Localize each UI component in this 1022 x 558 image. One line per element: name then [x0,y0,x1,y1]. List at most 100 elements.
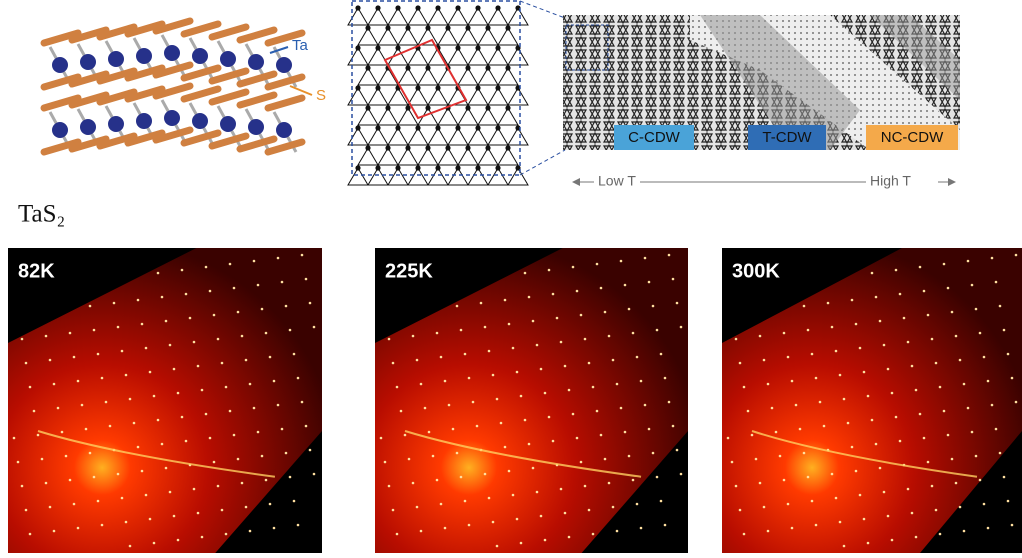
diffraction-image: 225K [375,248,688,553]
sulfur-rod [40,94,82,112]
lattice-site [375,125,381,131]
sulfur-rod [152,17,194,35]
diffraction-spot [866,541,870,545]
diffraction-spot [184,439,188,443]
lattice-triangle [467,87,489,106]
tantalum-atom [220,51,236,67]
diffraction-spot [559,340,563,344]
lattice-triangle [457,67,479,86]
tantalum-atom [136,48,152,64]
lattice-triangle [387,7,409,26]
lattice-site [375,165,381,171]
lattice-triangle [487,7,509,26]
lattice-site [425,65,431,71]
diffraction-spot [172,367,176,371]
sulfur-rod [264,73,306,91]
diffraction-spot [72,502,76,506]
diffraction-spot [252,406,256,410]
lattice-site [375,85,381,91]
diffraction-spot [874,442,878,446]
diffraction-spot [551,439,555,443]
lattice-triangle [427,167,449,186]
diffraction-spot [507,322,511,326]
diffraction-spot [196,511,200,515]
diffraction-spot [1014,400,1018,404]
lattice-site [435,165,441,171]
lattice-triangle [487,47,509,66]
diffraction-spot [814,376,818,380]
lattice-triangle [347,7,369,26]
sulfur-rod [236,26,278,44]
diffraction-spot [894,268,898,272]
sulfur-rod [124,64,166,82]
diffraction-spot [571,265,575,269]
diffraction-spot [643,403,647,407]
atom-label: S [316,87,326,104]
lattice-site [365,65,371,71]
diffraction-spot [491,520,495,524]
diffraction-spot [543,538,547,542]
diffraction-spot [854,322,858,326]
diffraction-spot [379,436,383,440]
diffraction-spot [627,454,631,458]
diffraction-spot [591,532,595,536]
diffraction-spot [383,460,387,464]
sulfur-rod [96,88,138,106]
diffraction-spot [52,529,56,533]
sulfur-rod [152,126,194,144]
diffraction-spot [100,523,104,527]
diffraction-spot [403,433,407,437]
lattice-site [455,125,461,131]
diffraction-spot [423,406,427,410]
phase-box [866,125,958,150]
lattice-triangle [397,147,419,166]
diffraction-spot [128,397,132,401]
lattice-triangle [367,87,389,106]
diffraction-spot [986,526,990,530]
diffraction-spot [20,337,24,341]
diffraction-spot [647,280,651,284]
lattice-triangle [347,87,369,106]
diffraction-spot [76,379,80,383]
lattice-triangle [447,167,469,186]
lattice-site [445,145,451,151]
diffraction-spot [124,520,128,524]
diffraction-spot [140,322,144,326]
lattice-site [425,25,431,31]
diffraction-spot [958,505,962,509]
diffraction-spot [790,526,794,530]
lattice-triangle [447,47,469,66]
diffraction-spot [846,421,850,425]
diffraction-spot [882,490,886,494]
diffraction-spot [463,352,467,356]
diffraction-spot [44,334,48,338]
lattice-site [465,145,471,151]
lattice-triangle [467,127,489,146]
diffraction-spot [16,460,20,464]
lattice-site [415,85,421,91]
tantalum-atom [108,116,124,132]
diffraction-spot [583,337,587,341]
diffraction-spot [208,289,212,293]
lattice-triangle [477,107,499,126]
diffraction-spot [786,355,790,359]
diffraction-spot [280,427,284,431]
diffraction-spot [806,328,810,332]
diffraction-spot [256,430,260,434]
lattice-triangle [357,27,379,46]
lattice-site [435,85,441,91]
diffraction-spot [228,262,232,266]
diffraction-spot [216,337,220,341]
diffraction-spot [455,451,459,455]
diffraction-spot [914,388,918,392]
diffraction-spot [655,475,659,479]
diffraction-spot [507,469,511,473]
diffraction-spot [467,376,471,380]
diffraction-spot [782,478,786,482]
diffraction-spot [942,409,946,413]
tantalum-atom [192,113,208,129]
diffraction-spot [519,394,523,398]
diffraction-spot [802,451,806,455]
lattice-triangle [467,47,489,66]
diffraction-spot [527,295,531,299]
